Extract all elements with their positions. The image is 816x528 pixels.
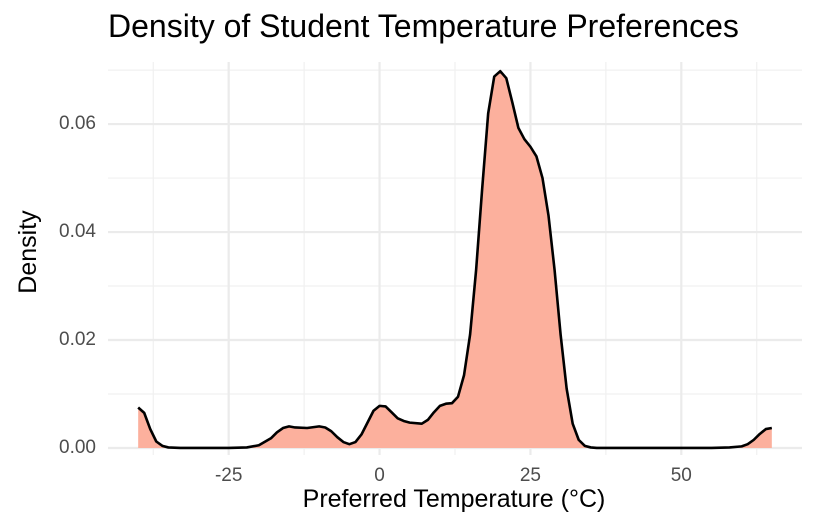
y-tick-label: 0.04: [59, 221, 96, 242]
y-tick-label: 0.02: [59, 329, 96, 350]
chart-title: Density of Student Temperature Preferenc…: [108, 8, 739, 44]
x-axis-title: Preferred Temperature (°C): [303, 485, 606, 513]
density-line: [137, 69, 773, 450]
grid-lines: [108, 62, 802, 455]
y-axis-ticks: 0.00 0.02 0.04 0.06: [59, 113, 96, 458]
x-tick-label: 25: [520, 465, 541, 486]
y-axis-title: Density: [14, 210, 42, 294]
y-tick-label: 0.06: [59, 113, 96, 134]
x-axis-ticks: -25 0 25 50: [215, 465, 692, 486]
x-tick-label: -25: [215, 465, 242, 486]
x-tick-label: 0: [374, 465, 385, 486]
x-tick-label: 50: [671, 465, 692, 486]
y-tick-label: 0.00: [59, 437, 96, 458]
